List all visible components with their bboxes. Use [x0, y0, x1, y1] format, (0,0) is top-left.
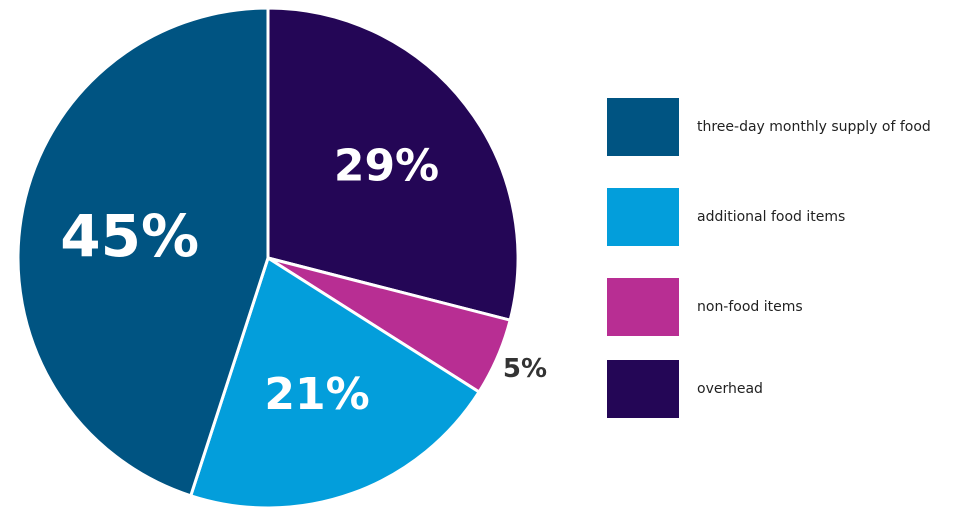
pie-slice-three-day-monthly-supply-of-food	[16, 6, 270, 498]
legend-label: three-day monthly supply of food	[697, 119, 931, 135]
slice-value-label: 5%	[503, 354, 547, 384]
legend-label: additional food items	[697, 209, 846, 225]
legend-item-overhead: overhead	[607, 360, 967, 418]
legend-swatch	[607, 360, 679, 418]
legend-item-non-food-items: non-food items	[607, 278, 967, 336]
legend-swatch	[607, 278, 679, 336]
pie-slice-additional-food-items	[189, 256, 481, 507]
slice-value-label: 21%	[264, 369, 369, 420]
pie-slice-labels: 29% 5% 21% 45%	[60, 141, 547, 420]
pie-slice-overhead	[266, 6, 520, 322]
slice-value-label: 45%	[60, 202, 199, 270]
legend-item-additional-food-items: additional food items	[607, 188, 967, 246]
legend-swatch	[607, 188, 679, 246]
slice-value-label: 29%	[334, 141, 439, 192]
legend-label: non-food items	[697, 299, 803, 315]
legend-swatch	[607, 98, 679, 156]
legend-label: overhead	[697, 381, 763, 397]
legend-item-three-day-monthly-supply: three-day monthly supply of food	[607, 98, 967, 156]
pie-slices	[16, 6, 520, 507]
